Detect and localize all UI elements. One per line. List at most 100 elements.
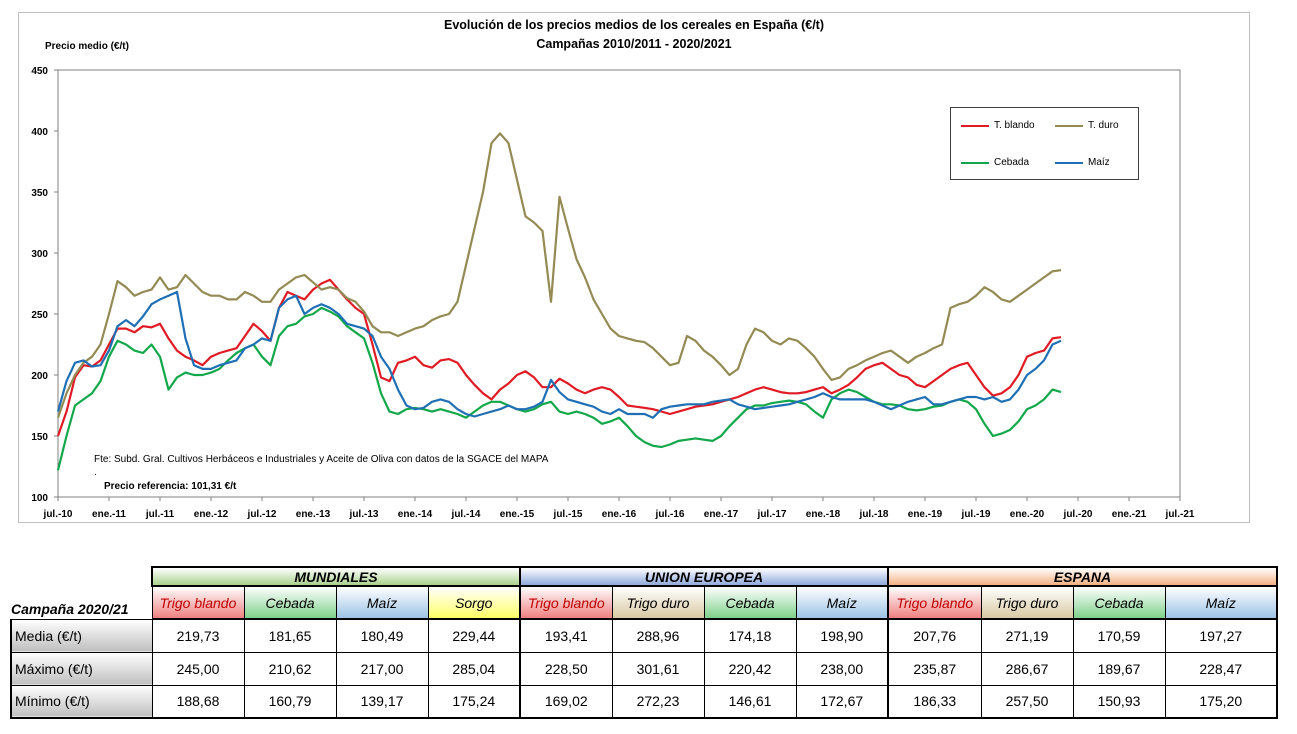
table-row: Media (€/t) 219,73 181,65 180,49 229,44 193,4…: [10, 618, 1278, 653]
series-line-cebada: [56, 306, 1062, 471]
series-line-ma-z: [56, 290, 1062, 419]
x-tick-label: ene.-11: [92, 509, 126, 520]
table-cell: 238,00: [795, 651, 889, 686]
product-header: Trigo blando: [151, 585, 245, 620]
product-header: Maíz: [795, 585, 889, 620]
table-cell: 189,67: [1072, 651, 1166, 686]
table-row: Máximo (€/t) 245,00 210,62 217,00 285,04 228,…: [10, 651, 1278, 686]
table-cell: 169,02: [519, 684, 613, 719]
campaign-label: Campaña 2020/21: [11, 600, 129, 617]
table-cell: 272,23: [611, 684, 705, 719]
x-tick-label: ene.-14: [398, 509, 433, 520]
x-tick-label: ene.-17: [704, 509, 739, 520]
reference-price-note: Precio referencia: 101,31 €/t: [104, 481, 237, 492]
x-tick-label: ene.-15: [500, 509, 535, 520]
table-cell: 219,73: [151, 618, 245, 653]
y-tick-label: 450: [31, 66, 48, 77]
legend-swatch: [1055, 161, 1083, 164]
table-cell: 271,19: [980, 618, 1074, 653]
table-cell: 245,00: [151, 651, 245, 686]
y-tick-label: 200: [31, 371, 48, 382]
product-header: Cebada: [1072, 585, 1166, 620]
group-espana: ESPANA: [887, 566, 1278, 587]
x-tick-label: jul.-10: [43, 509, 73, 520]
table-cell: 197,27: [1164, 618, 1278, 653]
legend-swatch: [961, 161, 989, 164]
chart-title: Evolución de los precios medios de los c…: [444, 18, 824, 32]
product-header: Trigo duro: [980, 585, 1074, 620]
x-tick-label: jul.-15: [553, 509, 583, 520]
table-cell: 228,50: [519, 651, 613, 686]
y-tick-label: 250: [31, 310, 48, 321]
table-cell: 188,68: [151, 684, 245, 719]
legend-label: Maíz: [1088, 157, 1110, 168]
x-tick-label: jul.-14: [451, 509, 481, 520]
table-cell: 286,67: [980, 651, 1074, 686]
product-header: Trigo blando: [519, 585, 613, 620]
table-cell: 229,44: [427, 618, 521, 653]
table-cell: 170,59: [1072, 618, 1166, 653]
legend-item-t-duro: T. duro: [1055, 120, 1119, 131]
table-cell: 285,04: [427, 651, 521, 686]
x-tick-label: ene.-18: [806, 509, 841, 520]
legend-label: T. duro: [1088, 120, 1119, 131]
source-note: Fte: Subd. Gral. Cultivos Herbáceos e In…: [94, 454, 549, 465]
x-tick-label: jul.-19: [961, 509, 991, 520]
table-cell: 186,33: [887, 684, 982, 719]
product-header: Trigo blando: [887, 585, 982, 620]
product-header: Maíz: [1164, 585, 1278, 620]
legend-item-t-blando: T. blando: [961, 120, 1035, 131]
x-tick-label: jul.-13: [349, 509, 379, 520]
chart-legend: T. blando T. duro Cebada Maíz: [950, 107, 1139, 180]
table-cell: 172,67: [795, 684, 889, 719]
group-mundiales: MUNDIALES: [151, 566, 521, 587]
x-tick-label: ene.-12: [194, 509, 229, 520]
x-tick-label: jul.-18: [859, 509, 889, 520]
table-cell: 175,24: [427, 684, 521, 719]
table-cell: 150,93: [1072, 684, 1166, 719]
table-row: Mínimo (€/t) 188,68 160,79 139,17 175,24 169,…: [10, 684, 1278, 719]
group-header-row: MUNDIALES UNION EUROPEA ESPANA: [11, 566, 1278, 587]
prices-table: MUNDIALES UNION EUROPEA ESPANA Campaña 2…: [10, 566, 1278, 719]
x-tick-label: jul.-17: [757, 509, 787, 520]
product-header: Maíz: [335, 585, 429, 620]
product-header: Cebada: [703, 585, 797, 620]
table-cell: 181,65: [243, 618, 337, 653]
x-tick-label: ene.-19: [908, 509, 943, 520]
table-cell: 301,61: [611, 651, 705, 686]
x-tick-label: jul.-20: [1063, 509, 1093, 520]
y-tick-label: 400: [31, 127, 48, 138]
x-tick-label: jul.-21: [1165, 509, 1195, 520]
group-union-europea: UNION EUROPEA: [519, 566, 889, 587]
table-cell: 180,49: [335, 618, 429, 653]
table-cell: 220,42: [703, 651, 797, 686]
table-cell: 210,62: [243, 651, 337, 686]
table-cell: 288,96: [611, 618, 705, 653]
table-cell: 217,00: [335, 651, 429, 686]
y-tick-label: 150: [31, 432, 48, 443]
row-label: Máximo (€/t): [10, 651, 153, 686]
product-header: Sorgo: [427, 585, 521, 620]
table-cell: 146,61: [703, 684, 797, 719]
table-cell: 193,41: [519, 618, 613, 653]
table-cell: 228,47: [1164, 651, 1278, 686]
legend-label: T. blando: [994, 120, 1035, 131]
legend-swatch: [961, 124, 989, 127]
x-tick-label: ene.-21: [1112, 509, 1147, 520]
x-tick-label: ene.-13: [296, 509, 331, 520]
x-tick-label: ene.-16: [602, 509, 637, 520]
product-header: Cebada: [243, 585, 337, 620]
y-tick-label: 300: [31, 249, 48, 260]
table-cell: 198,90: [795, 618, 889, 653]
series-line-t-duro: [56, 132, 1062, 419]
price-chart: 100 150 200 250 300 350 400 450 jul.-10 ene.-11 ju…: [31, 66, 1195, 520]
table-cell: 207,76: [887, 618, 982, 653]
table-body: Media (€/t) 219,73 181,65 180,49 229,44 193,4…: [10, 618, 1278, 719]
x-tick-label: jul.-11: [145, 509, 175, 520]
legend-swatch: [1055, 124, 1083, 127]
product-header-row: Campaña 2020/21 Trigo blando Cebada Maíz…: [11, 585, 1278, 620]
row-label: Mínimo (€/t): [10, 684, 153, 719]
x-tick-label: ene.-20: [1010, 509, 1045, 520]
legend-item-cebada: Cebada: [961, 157, 1029, 168]
y-axis-label: Precio medio (€/t): [45, 41, 129, 52]
